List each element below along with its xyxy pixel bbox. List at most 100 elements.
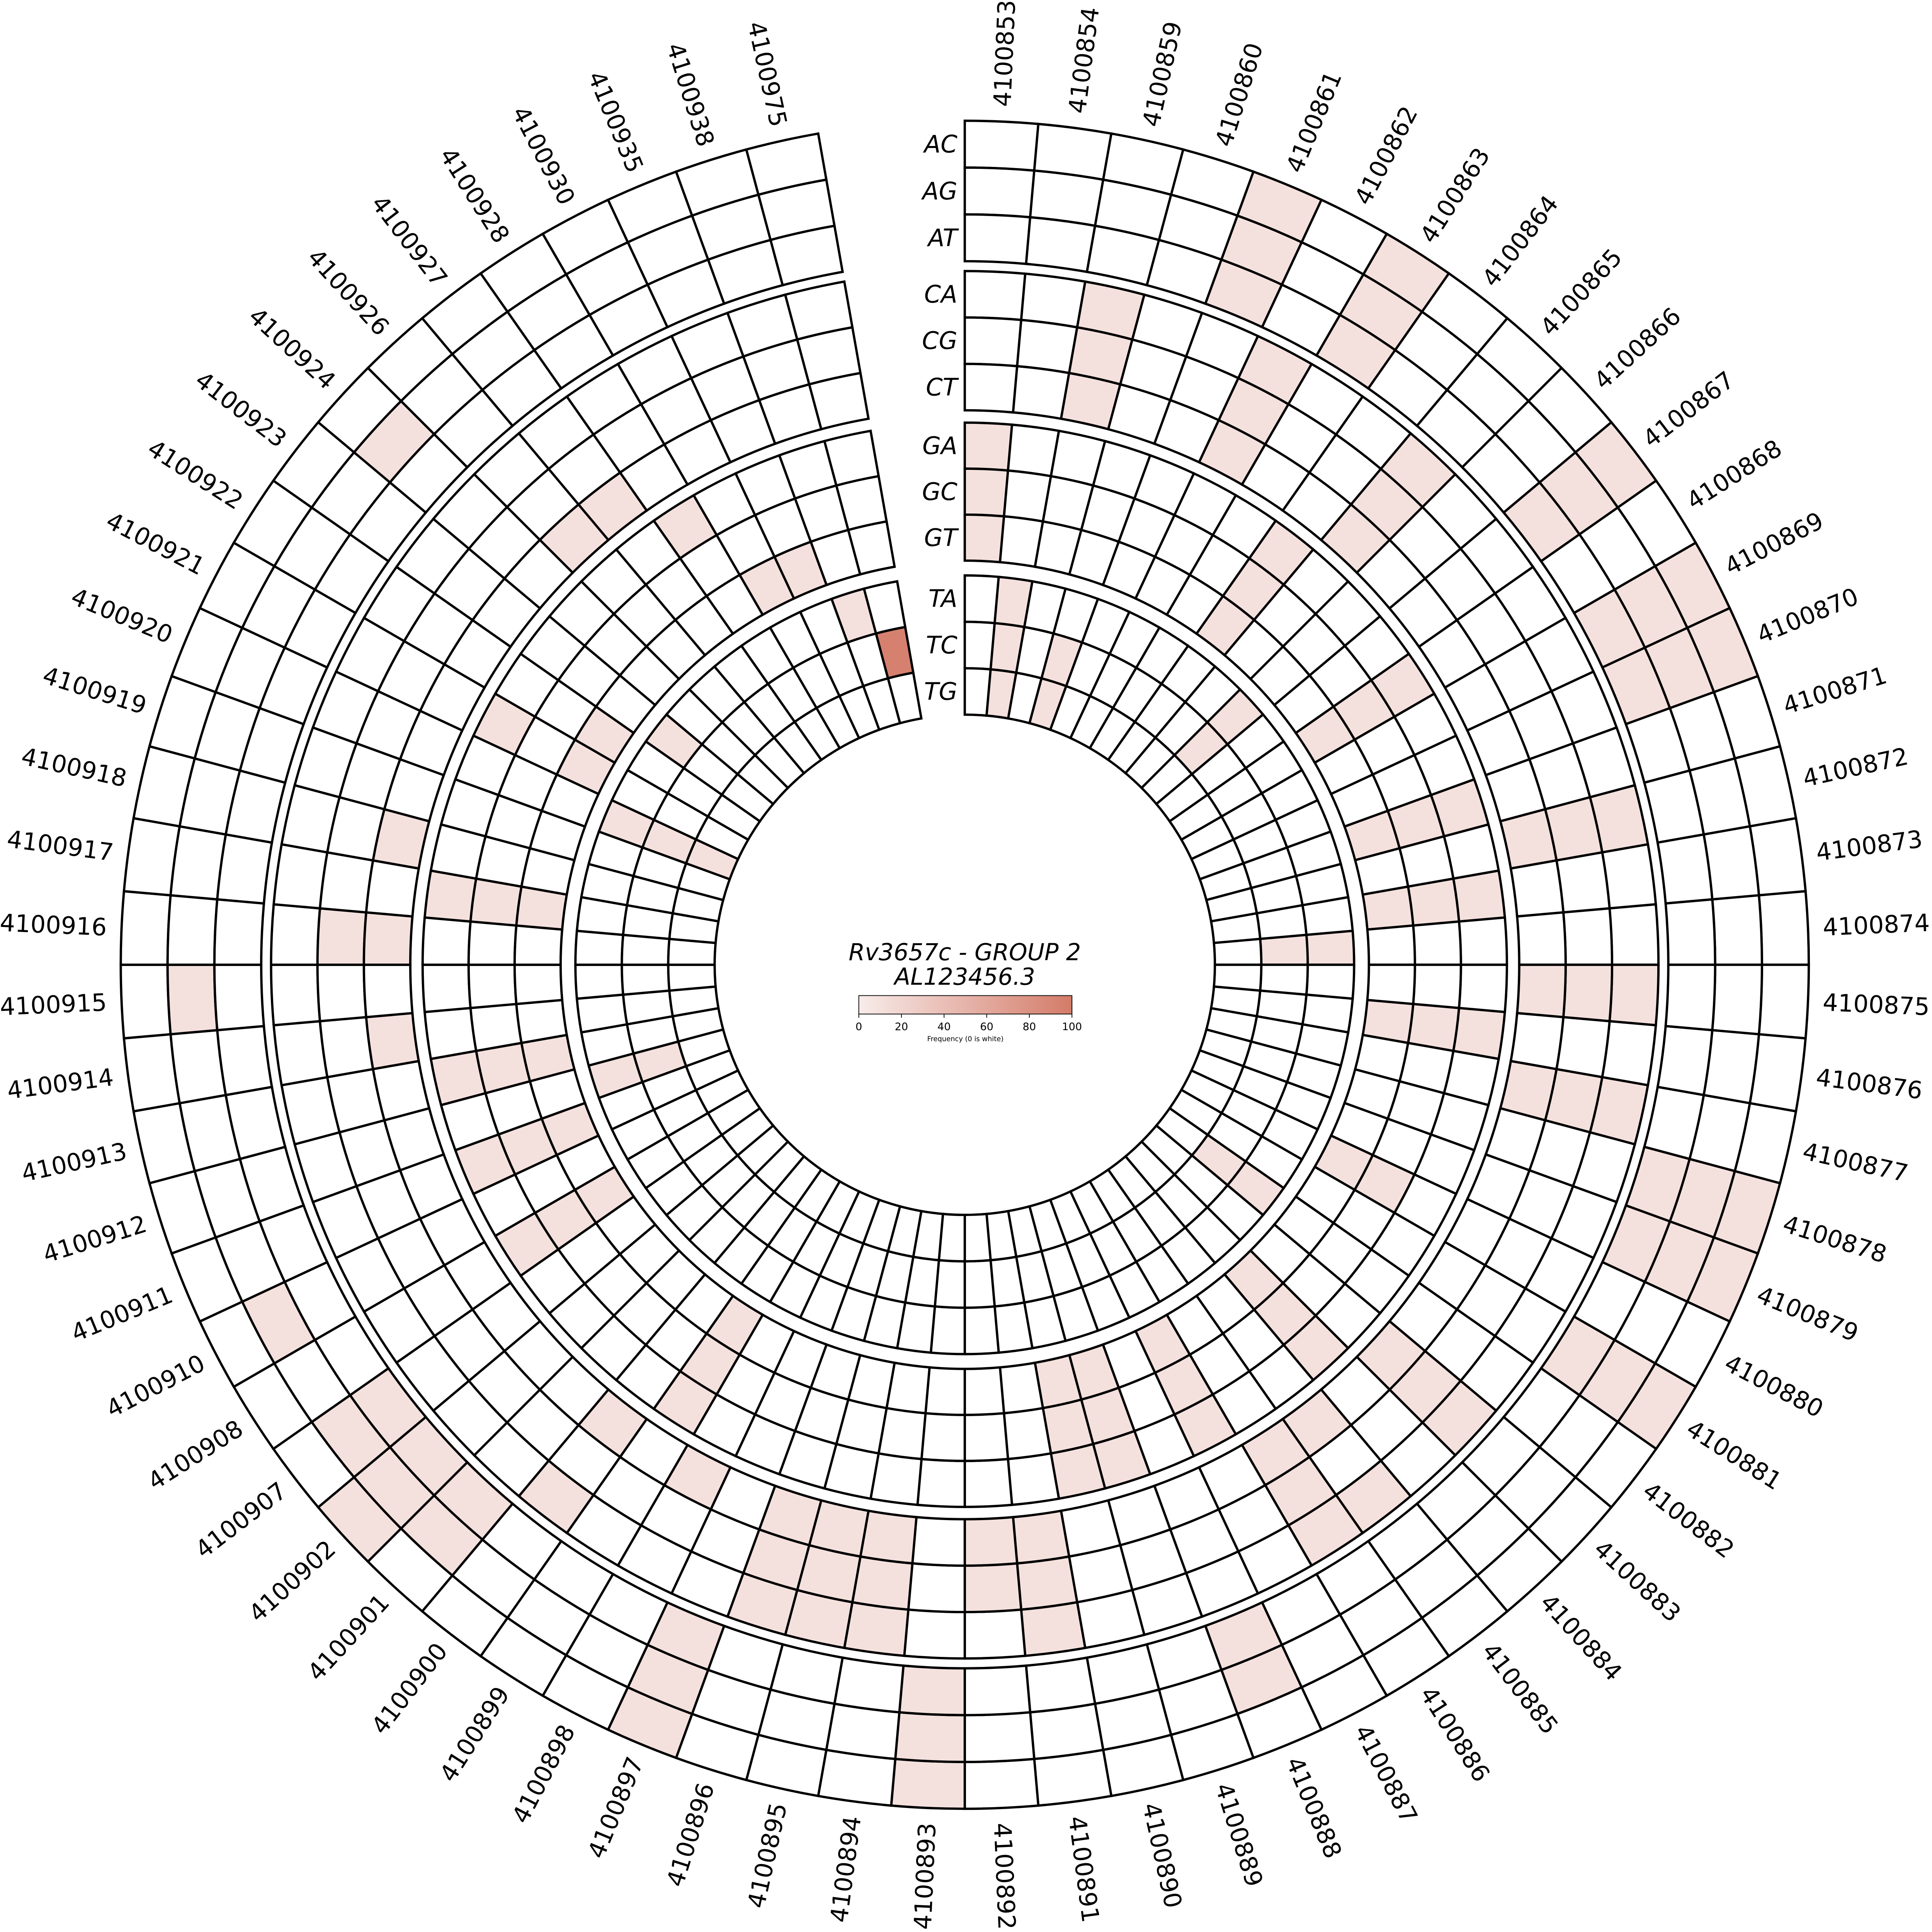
heatmap-cell-AC-4100915 bbox=[119, 963, 172, 1040]
heatmap-cell-TA-4100892 bbox=[963, 1305, 1000, 1355]
heatmap-cell-AC-4100874 bbox=[1757, 890, 1810, 966]
heatmap-cell-CA-4100915 bbox=[270, 963, 321, 1027]
heatmap-cell-TA-4100893 bbox=[929, 1305, 966, 1355]
heatmap-cell-TG-4100892 bbox=[963, 1213, 992, 1263]
heatmap-cell-CG-4100914 bbox=[318, 1016, 374, 1079]
heatmap-cell-CA-4100894 bbox=[843, 1601, 910, 1657]
heatmap-cell-CA-4100853 bbox=[963, 270, 1027, 321]
heatmap-cell-GT-4100893 bbox=[924, 1366, 966, 1416]
heatmap-cell-TC-4100915 bbox=[621, 963, 671, 996]
heatmap-cell-AT-4100975 bbox=[769, 224, 844, 287]
heatmap-cell-AG-4100875 bbox=[1711, 963, 1763, 1036]
heatmap-cell-CA-4100914 bbox=[272, 1020, 329, 1087]
heatmap-cell-CG-4100915 bbox=[316, 963, 367, 1023]
heatmap-cell-AT-4100917 bbox=[216, 833, 274, 905]
heatmap-cell-CA-4100892 bbox=[963, 1608, 1027, 1660]
track-label-TG: TG bbox=[924, 677, 957, 706]
heatmap-cell-TG-4100874 bbox=[1213, 937, 1263, 966]
heatmap-cell-AG-4100893 bbox=[894, 1711, 966, 1763]
heatmap-cell-CG-4100893 bbox=[907, 1562, 966, 1614]
heatmap-cell-AT-4100893 bbox=[898, 1664, 966, 1716]
heatmap-cell-CT-4100913 bbox=[371, 1060, 431, 1122]
heatmap-cell-TA-4100874 bbox=[1305, 929, 1355, 966]
heatmap-cell-CT-4100915 bbox=[362, 963, 414, 1019]
track-labels: AC AG AT CA CG CT GA GC GT TA TC TG bbox=[921, 130, 959, 706]
heatmap-cell-AG-4100892 bbox=[963, 1711, 1036, 1763]
heatmap-cell-CT-4100853 bbox=[963, 362, 1019, 414]
track-label-AC: AC bbox=[923, 130, 958, 158]
heatmap-cell-AT-4100916 bbox=[213, 898, 265, 966]
heatmap-cell-GA-4100893 bbox=[916, 1458, 966, 1508]
heatmap-cell-GT-4100975 bbox=[847, 520, 896, 576]
position-label-4100853: 4100853 bbox=[988, 0, 1021, 107]
heatmap-cell-AT-4100876 bbox=[1656, 1025, 1714, 1097]
heatmap-cell-TA-4100915 bbox=[574, 963, 624, 1000]
colorbar-tick-label: 60 bbox=[980, 1021, 993, 1033]
heatmap-cell-AT-4100914 bbox=[216, 1025, 274, 1097]
heatmap-cell-CA-4100874 bbox=[1608, 903, 1660, 966]
heatmap-cell-CG-4100891 bbox=[1016, 1555, 1079, 1611]
heatmap-cell-GA-4100915 bbox=[421, 963, 472, 1014]
track-label-CG: CG bbox=[922, 327, 957, 355]
heatmap-cell-CT-4100894 bbox=[859, 1509, 918, 1565]
heatmap-cell-CT-4100873 bbox=[1509, 859, 1565, 918]
heatmap-cell-AG-4100853 bbox=[963, 166, 1036, 219]
heatmap-cell-CT-4100914 bbox=[365, 1012, 420, 1071]
heatmap-cell-GC-4100916 bbox=[467, 920, 518, 966]
colorbar-tick-label: 100 bbox=[1062, 1021, 1082, 1033]
heatmap-cell-TA-4100891 bbox=[993, 1301, 1034, 1354]
heatmap-cell-CT-4100891 bbox=[1012, 1509, 1071, 1565]
heatmap-cell-GA-4100874 bbox=[1458, 916, 1508, 966]
heatmap-cell-AT-4100854 bbox=[1025, 216, 1097, 274]
heatmap-cell-GC-4100875 bbox=[1412, 963, 1462, 1009]
title-text: Rv3657c - GROUP 2 bbox=[849, 939, 1081, 966]
heatmap-cell-TA-4100875 bbox=[1305, 963, 1355, 1000]
position-label-4100875: 4100875 bbox=[1822, 988, 1930, 1021]
heatmap-cell-GA-4100873 bbox=[1452, 869, 1506, 923]
heatmap-cell-GA-4100892 bbox=[963, 1458, 1014, 1508]
chart-title: Rv3657c - GROUP 2 AL123456.3 bbox=[849, 939, 1081, 991]
heatmap-cell-CA-4100876 bbox=[1601, 1020, 1657, 1087]
heatmap-cell-AC-4100853 bbox=[963, 119, 1040, 172]
heatmap-cell-CG-4100894 bbox=[851, 1555, 914, 1611]
heatmap-cell-AT-4100874 bbox=[1664, 898, 1716, 966]
heatmap-cell-AT-4100892 bbox=[963, 1664, 1032, 1716]
heatmap-cell-CG-4100854 bbox=[1016, 318, 1079, 374]
heatmap-cell-GT-4100853 bbox=[963, 513, 1005, 564]
heatmap-cell-CA-4100873 bbox=[1601, 843, 1657, 910]
heatmap-cell-GC-4100893 bbox=[920, 1412, 966, 1462]
heatmap-cell-GA-4100916 bbox=[421, 916, 472, 966]
heatmap-cell-CG-4100853 bbox=[963, 316, 1023, 367]
heatmap-cell-CA-4100891 bbox=[1020, 1601, 1087, 1657]
heatmap-cell-GC-4100853 bbox=[963, 467, 1009, 518]
heatmap-cell-GC-4100915 bbox=[467, 963, 518, 1009]
colorbar-tick-label: 0 bbox=[855, 1021, 862, 1033]
heatmap-cell-GT-4100875 bbox=[1366, 963, 1416, 1005]
heatmap-cell-CA-4100854 bbox=[1020, 272, 1087, 329]
heatmap-cell-GT-4100892 bbox=[963, 1366, 1005, 1416]
heatmap-cell-CG-4100917 bbox=[318, 851, 374, 914]
position-label-4100915: 4100915 bbox=[0, 988, 107, 1021]
heatmap-cell-CG-4100892 bbox=[963, 1562, 1023, 1614]
position-label-4100893: 4100893 bbox=[908, 1822, 941, 1930]
heatmap-cell-GT-4100891 bbox=[998, 1361, 1044, 1415]
heatmap-cell-CG-4100876 bbox=[1555, 1016, 1611, 1079]
colorbar-gradient bbox=[858, 995, 1073, 1015]
heatmap-cell-AC-4100892 bbox=[963, 1757, 1040, 1810]
heatmap-cell-AT-4100891 bbox=[1025, 1656, 1097, 1714]
heatmap-cell-TA-4100916 bbox=[574, 929, 624, 966]
heatmap-cell-TG-4100975 bbox=[886, 671, 923, 725]
track-label-AT: AT bbox=[927, 224, 959, 252]
track-label-AG: AG bbox=[921, 177, 957, 205]
colorbar-tick-label: 80 bbox=[1023, 1021, 1036, 1033]
heatmap-cell-TC-4100892 bbox=[963, 1259, 996, 1309]
position-label-4100916: 4100916 bbox=[0, 908, 107, 941]
track-label-TC: TC bbox=[926, 631, 957, 659]
heatmap-cell-TG-4100915 bbox=[667, 963, 717, 992]
heatmap-cells bbox=[119, 119, 1810, 1810]
heatmap-cell-GC-4100874 bbox=[1412, 920, 1462, 966]
heatmap-cell-CG-4100874 bbox=[1562, 907, 1614, 966]
heatmap-cell-GA-4100891 bbox=[1007, 1452, 1060, 1506]
heatmap-cell-TA-4100873 bbox=[1301, 896, 1354, 936]
